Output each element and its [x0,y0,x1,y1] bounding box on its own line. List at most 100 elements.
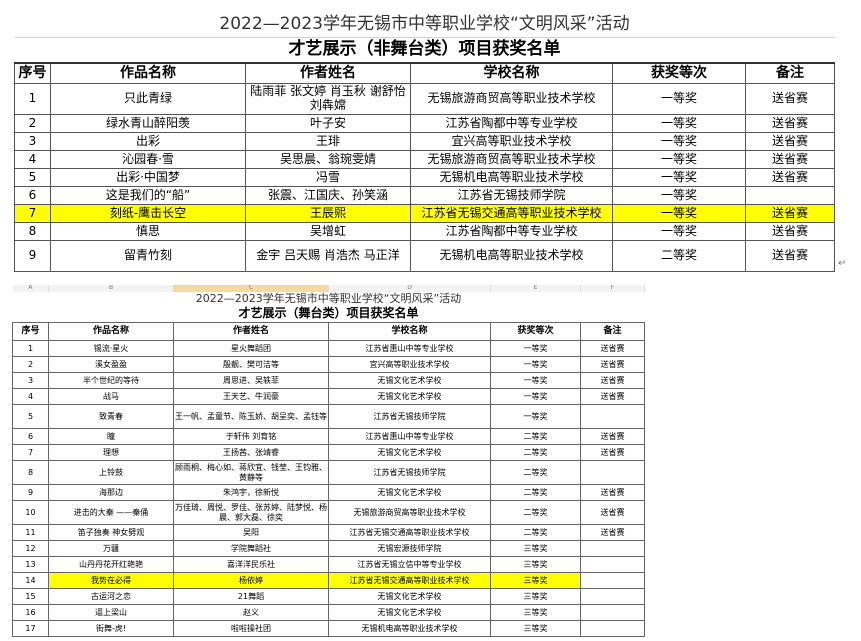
column-letter[interactable]: B [48,285,174,292]
cell-serial[interactable]: 16 [12,604,49,621]
cell-serial[interactable]: 10 [12,500,49,525]
cell-award[interactable]: 一等奖 [612,132,746,151]
column-letter[interactable]: F [580,285,645,292]
cell-work-name[interactable]: 溪女盈盈 [48,356,174,373]
cell-author[interactable]: 星火舞蹈团 [173,340,329,357]
cell-remark[interactable]: 送省赛 [580,388,645,405]
cell-serial[interactable]: 7 [12,444,49,461]
cell-work-name[interactable]: 致青春 [48,404,174,429]
cell-remark[interactable]: 送省赛 [745,168,835,187]
cell-award[interactable]: 三等奖 [490,556,581,573]
cell-award[interactable]: 三等奖 [490,572,581,589]
cell-author[interactable]: 吴阳 [173,524,329,541]
cell-school[interactable]: 无锡文化艺术学校 [328,444,491,461]
cell-work-name[interactable]: 理想 [48,444,174,461]
cell-author[interactable]: 杨依婷 [173,572,329,589]
cell-work-name[interactable]: 逼上梁山 [48,604,174,621]
cell-award[interactable]: 三等奖 [490,540,581,557]
cell-school[interactable]: 江苏省惠山中等专业学校 [328,428,491,445]
cell-work-name[interactable]: 沁园春·雪 [50,150,246,169]
cell-remark[interactable]: 送省赛 [745,150,835,169]
cell-award[interactable]: 一等奖 [490,372,581,389]
cell-work-name[interactable]: 出彩·中国梦 [50,168,246,187]
cell-school[interactable]: 江苏省无锡技师学院 [410,186,613,205]
cell-serial[interactable]: 14 [12,572,49,589]
cell-remark[interactable] [580,556,645,573]
cell-award[interactable]: 一等奖 [612,204,746,223]
cell-school[interactable]: 无锡文化艺术学校 [328,484,491,501]
cell-award[interactable]: 二等奖 [490,524,581,541]
cell-award[interactable]: 一等奖 [490,340,581,357]
cell-author[interactable]: 喜洋洋民乐社 [173,556,329,573]
cell-work-name[interactable]: 刻纸-鹰击长空 [50,204,246,223]
cell-author[interactable]: 叶子安 [245,114,411,133]
cell-work-name[interactable]: 留青竹刻 [50,240,246,272]
cell-work-name[interactable]: 慎思 [50,222,246,241]
cell-work-name[interactable]: 海那边 [48,484,174,501]
cell-award[interactable]: 一等奖 [490,356,581,373]
cell-author[interactable]: 于轩伟 刘育铭 [173,428,329,445]
cell-author[interactable]: 万佳琦、周悦、罗佳、张苏婷、陆梦悦、杨晨、郭大磊、徐奕 [173,500,329,525]
cell-remark[interactable] [745,186,835,205]
cell-award[interactable]: 一等奖 [612,222,746,241]
cell-author[interactable]: 吴思晨、翁琬雯婧 [245,150,411,169]
cell-work-name[interactable]: 瞳 [48,428,174,445]
cell-work-name[interactable]: 战马 [48,388,174,405]
cell-school[interactable]: 无锡机电高等职业技术学校 [328,620,491,637]
cell-school[interactable]: 江苏省陶都中等专业学校 [410,222,613,241]
cell-serial[interactable]: 6 [14,186,51,205]
cell-serial[interactable]: 9 [12,484,49,501]
cell-serial[interactable]: 8 [12,460,49,485]
cell-award[interactable]: 一等奖 [612,114,746,133]
cell-school[interactable]: 无锡旅游商贸高等职业技术学校 [410,150,613,169]
column-letter[interactable]: E [490,285,581,292]
cell-author[interactable]: 朱鸿宇，徐新悦 [173,484,329,501]
cell-award[interactable]: 二等奖 [490,460,581,485]
cell-author[interactable]: 王辰熙 [245,204,411,223]
cell-remark[interactable]: 送省赛 [580,524,645,541]
cell-serial[interactable]: 7 [14,204,51,223]
cell-award[interactable]: 三等奖 [490,604,581,621]
cell-serial[interactable]: 1 [14,83,51,115]
cell-serial[interactable]: 2 [14,114,51,133]
cell-author[interactable]: 啦啦操社团 [173,620,329,637]
cell-serial[interactable]: 11 [12,524,49,541]
cell-remark[interactable] [580,460,645,485]
cell-remark[interactable]: 送省赛 [580,500,645,525]
cell-work-name[interactable]: 半个世纪的等待 [48,372,174,389]
cell-award[interactable]: 一等奖 [490,404,581,429]
cell-serial[interactable]: 1 [12,340,49,357]
cell-remark[interactable] [580,540,645,557]
cell-author[interactable]: 王一帆、孟童节、陈玉娇、胡呈奕、孟钰等 [173,404,329,429]
cell-school[interactable]: 江苏省无锡交通高等职业技术学校 [328,572,491,589]
cell-author[interactable]: 21舞蹈 [173,588,329,605]
cell-remark[interactable]: 送省赛 [580,372,645,389]
cell-award[interactable]: 二等奖 [490,484,581,501]
cell-school[interactable]: 江苏省无锡技师学院 [328,404,491,429]
cell-school[interactable]: 宜兴高等职业技术学校 [410,132,613,151]
cell-remark[interactable] [580,572,645,589]
cell-work-name[interactable]: 这是我们的“船” [50,186,246,205]
cell-remark[interactable]: 送省赛 [745,114,835,133]
cell-remark[interactable]: 送省赛 [745,240,835,272]
cell-award[interactable]: 一等奖 [490,388,581,405]
cell-work-name[interactable]: 我势在必得 [48,572,174,589]
cell-remark[interactable] [580,620,645,637]
cell-award[interactable]: 二等奖 [490,444,581,461]
cell-school[interactable]: 无锡文化艺术学校 [328,604,491,621]
cell-remark[interactable]: 送省赛 [580,444,645,461]
cell-school[interactable]: 江苏省无锡技师学院 [328,460,491,485]
cell-school[interactable]: 江苏省惠山中等专业学校 [328,340,491,357]
cell-remark[interactable] [580,588,645,605]
column-letter[interactable]: D [328,285,491,292]
cell-work-name[interactable]: 只此青绿 [50,83,246,115]
cell-award[interactable]: 二等奖 [612,240,746,272]
cell-serial[interactable]: 17 [12,620,49,637]
cell-serial[interactable]: 5 [12,404,49,429]
cell-school[interactable]: 无锡文化艺术学校 [328,388,491,405]
cell-author[interactable]: 张震、江国庆、孙笑涵 [245,186,411,205]
cell-serial[interactable]: 2 [12,356,49,373]
cell-work-name[interactable]: 绿水青山醉阳羡 [50,114,246,133]
cell-author[interactable]: 顾雨桐、梅心如、蒋欣宜、钱莹、王钧雅、黄静等 [173,460,329,485]
cell-school[interactable]: 无锡文化艺术学校 [328,372,491,389]
